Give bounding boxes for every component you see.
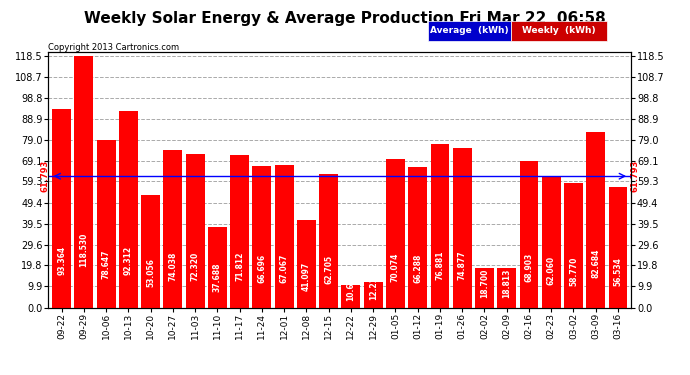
Text: 10.671: 10.671 — [346, 272, 355, 301]
Text: 71.812: 71.812 — [235, 252, 244, 281]
Text: 66.696: 66.696 — [257, 254, 266, 283]
Bar — [386, 159, 405, 308]
Bar — [564, 183, 583, 308]
Bar — [609, 188, 627, 308]
Text: 66.288: 66.288 — [413, 254, 422, 283]
Text: 53.056: 53.056 — [146, 258, 155, 287]
Text: 74.877: 74.877 — [457, 251, 466, 280]
Bar — [164, 150, 182, 308]
Bar — [186, 154, 205, 308]
Bar — [542, 176, 561, 308]
Text: Average  (kWh): Average (kWh) — [430, 26, 509, 36]
Text: 82.684: 82.684 — [591, 249, 600, 278]
Bar — [119, 111, 138, 308]
Text: 76.881: 76.881 — [435, 250, 444, 280]
Text: 74.038: 74.038 — [168, 251, 177, 281]
Text: 61.793: 61.793 — [630, 160, 639, 192]
Bar — [431, 144, 449, 308]
Text: 62.705: 62.705 — [324, 255, 333, 284]
Text: 118.530: 118.530 — [79, 232, 88, 267]
Text: 68.903: 68.903 — [524, 253, 533, 282]
Bar — [408, 166, 427, 308]
Text: 93.364: 93.364 — [57, 245, 66, 274]
Bar — [253, 166, 271, 308]
Text: 18.813: 18.813 — [502, 269, 511, 298]
Bar — [475, 268, 494, 308]
Text: Weekly Solar Energy & Average Production Fri Mar 22  06:58: Weekly Solar Energy & Average Production… — [84, 11, 606, 26]
Text: 41.097: 41.097 — [302, 262, 311, 291]
Bar — [52, 109, 71, 307]
Text: 67.067: 67.067 — [279, 254, 288, 283]
Text: 62.060: 62.060 — [546, 255, 555, 285]
Text: 37.688: 37.688 — [213, 263, 222, 292]
Bar — [342, 285, 360, 308]
Bar — [230, 155, 249, 308]
Bar — [275, 165, 294, 308]
Bar — [319, 174, 338, 308]
Text: 18.700: 18.700 — [480, 269, 489, 298]
Bar — [75, 56, 93, 308]
Bar — [586, 132, 605, 308]
Bar — [497, 267, 516, 308]
Text: 78.647: 78.647 — [101, 250, 110, 279]
Text: 12.218: 12.218 — [368, 271, 377, 300]
Bar — [453, 148, 472, 308]
Bar — [520, 161, 538, 308]
Text: 70.074: 70.074 — [391, 253, 400, 282]
Text: 58.770: 58.770 — [569, 256, 578, 286]
Text: 92.312: 92.312 — [124, 246, 133, 275]
Bar — [208, 227, 227, 308]
Bar — [364, 282, 383, 308]
Text: 61.793: 61.793 — [41, 160, 50, 192]
Text: Copyright 2013 Cartronics.com: Copyright 2013 Cartronics.com — [48, 43, 179, 52]
Text: Weekly  (kWh): Weekly (kWh) — [522, 26, 595, 36]
Bar — [97, 140, 116, 308]
Bar — [297, 220, 316, 308]
Bar — [141, 195, 160, 308]
Text: 72.320: 72.320 — [190, 252, 199, 281]
Text: 56.534: 56.534 — [613, 257, 622, 286]
